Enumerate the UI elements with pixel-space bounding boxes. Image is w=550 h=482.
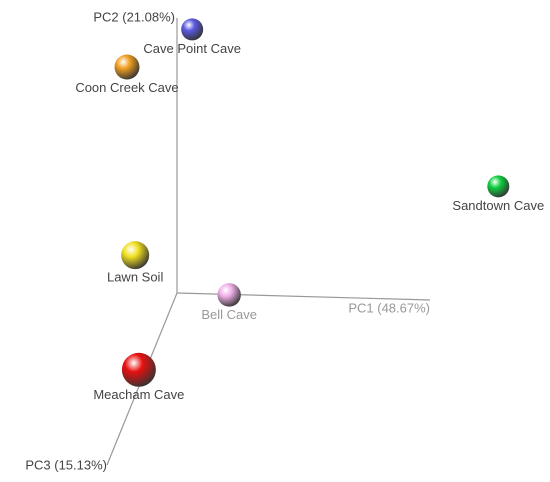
y-axis-label: PC2 (21.08%) [93,9,175,24]
point [121,241,150,270]
point-label: Lawn Soil [107,270,163,285]
point-label: Coon Creek Cave [75,80,178,95]
point [114,54,140,80]
point [121,352,156,387]
point-label: Cave Point Cave [143,41,241,56]
z-axis-label: PC3 (15.13%) [25,457,107,472]
x-axis-label: PC1 (48.67%) [348,300,430,315]
point-label: Sandtown Cave [452,198,544,213]
x-axis [176,292,431,301]
point [487,175,510,198]
point-label: Bell Cave [201,307,257,322]
point [181,18,204,41]
point [217,283,241,307]
point-label: Meacham Cave [93,387,184,402]
